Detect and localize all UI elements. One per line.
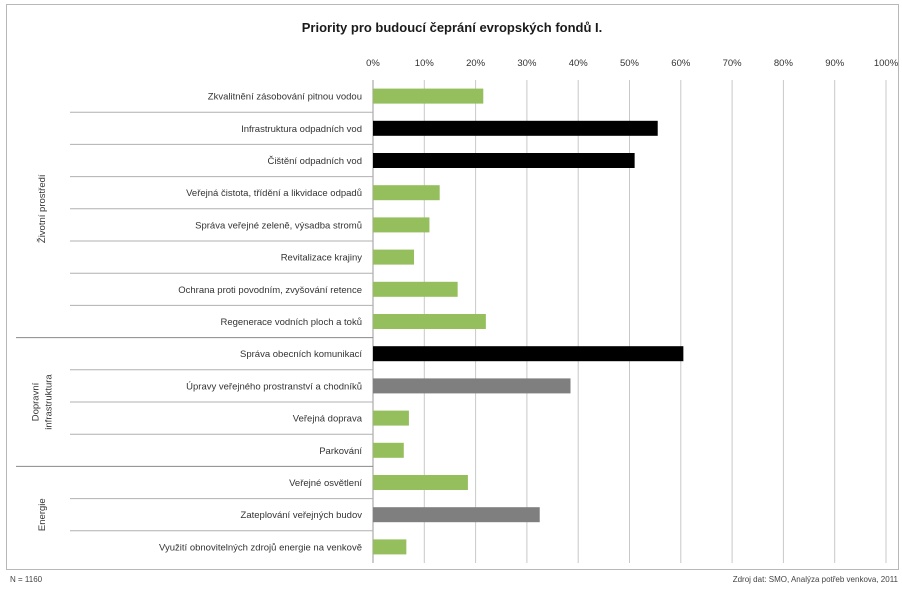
x-tick-label: 100%	[874, 58, 899, 69]
category-label: Využití obnovitelných zdrojů energie na …	[159, 542, 362, 553]
sample-size-note: N = 1160	[10, 575, 43, 584]
category-label: Zkvalitnění zásobování pitnou vodou	[208, 92, 362, 103]
x-tick-label: 0%	[366, 58, 380, 69]
x-tick-label: 20%	[466, 58, 486, 69]
bar	[373, 88, 484, 104]
x-tick-label: 70%	[723, 58, 743, 69]
bar	[373, 442, 404, 458]
group-label: Dopravní infrastruktura	[31, 374, 55, 430]
group-label: Životní prostředí	[37, 174, 48, 243]
category-label: Ochrana proti povodním, zvyšování retenc…	[178, 285, 362, 296]
bar	[373, 249, 415, 265]
category-label: Parkování	[319, 446, 362, 457]
bar	[373, 153, 635, 168]
category-label: Veřejná čistota, třídění a likvidace odp…	[186, 188, 362, 199]
bar	[373, 507, 540, 523]
x-tick-label: 60%	[671, 58, 691, 69]
category-label: Zateplování veřejných budov	[241, 510, 363, 521]
chart-title: Priority pro budoucí čeprání evropských …	[302, 20, 603, 35]
group-separators	[16, 111, 373, 532]
bar	[373, 378, 571, 394]
category-label: Správa veřejné zeleně, výsadba stromů	[195, 220, 362, 231]
x-tick-label: 30%	[517, 58, 537, 69]
category-label: Správa obecních komunikací	[240, 349, 362, 360]
bar	[373, 185, 440, 201]
bars	[373, 88, 684, 555]
bar	[373, 314, 486, 329]
group-label: Energie	[37, 498, 48, 531]
x-tick-label: 50%	[620, 58, 640, 69]
category-label: Úpravy veřejného prostranství a chodníků	[186, 381, 362, 392]
x-axis-ticks: 0% 10% 20% 30% 40% 50% 60% 70% 80% 90% 100%	[366, 58, 899, 69]
group-labels: Životní prostředí Dopravní infrastruktura E…	[31, 174, 55, 531]
x-tick-label: 40%	[569, 58, 589, 69]
category-label: Veřejné osvětlení	[289, 478, 362, 489]
category-label: Regenerace vodních ploch a toků	[220, 317, 362, 328]
x-tick-label: 90%	[825, 58, 845, 69]
bar	[373, 217, 430, 233]
category-labels: Zkvalitnění zásobování pitnou vodou Infra…	[159, 92, 363, 554]
bar	[373, 410, 409, 426]
bar	[373, 120, 658, 136]
bar	[373, 539, 407, 555]
category-label: Infrastruktura odpadních vod	[241, 124, 362, 135]
category-label: Čištění odpadních vod	[267, 156, 362, 167]
x-tick-label: 80%	[774, 58, 794, 69]
category-label: Veřejná doprava	[293, 414, 363, 425]
bar	[373, 281, 458, 297]
x-tick-label: 10%	[415, 58, 435, 69]
bar	[373, 346, 684, 362]
bar	[373, 475, 468, 490]
category-label: Revitalizace krajiny	[281, 253, 363, 264]
source-note: Zdroj dat: SMO, Analýza potřeb venkova, …	[733, 575, 899, 584]
